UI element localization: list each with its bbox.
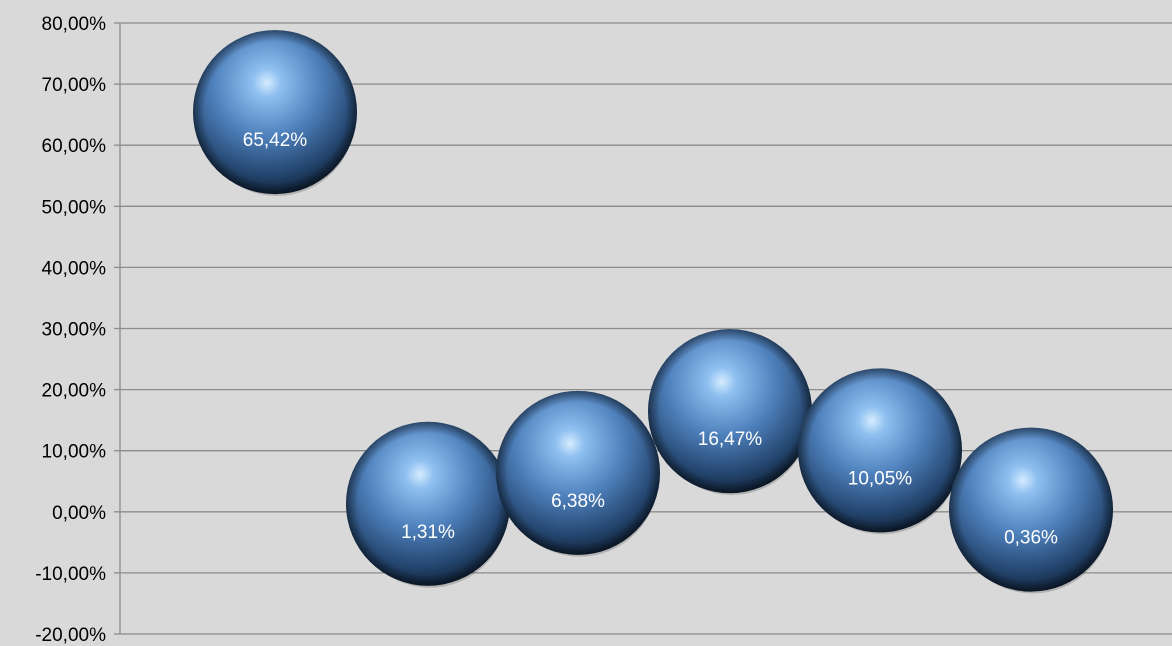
y-tick-label: 0,00%	[52, 503, 106, 524]
bubble: 0,36%	[949, 427, 1113, 594]
y-tick-label: 70,00%	[42, 75, 107, 96]
y-tick-label: 20,00%	[42, 381, 107, 402]
y-axis: -20,00% -10,00% 0,00% 10,00% 20,00% 30,00% 40,…	[35, 14, 121, 646]
bubble: 1,31%	[346, 421, 510, 588]
bubble-rim	[346, 421, 510, 586]
bubble: 16,47%	[648, 329, 812, 496]
data-label: 1,31%	[401, 522, 455, 543]
data-label: 10,05%	[848, 468, 913, 489]
data-label: 16,47%	[698, 429, 763, 450]
y-tick-label: 80,00%	[42, 14, 107, 35]
data-label: 6,38%	[551, 491, 605, 512]
y-tick-label: 30,00%	[42, 320, 107, 341]
bubble-rim	[949, 427, 1113, 592]
y-tick-label: 60,00%	[42, 136, 107, 157]
bubble-rim	[798, 368, 962, 533]
bubble-rim	[496, 390, 660, 555]
data-label: 0,36%	[1004, 528, 1058, 549]
y-tick-label: -20,00%	[35, 625, 106, 646]
bubble: 10,05%	[798, 368, 962, 535]
y-tick-label: 10,00%	[42, 442, 107, 463]
bubble: 65,42%	[193, 30, 357, 196]
y-tick-label: 40,00%	[42, 258, 107, 279]
bubble: 6,38%	[496, 390, 660, 557]
bubble-rim	[193, 30, 357, 195]
y-tick-label: -10,00%	[35, 564, 106, 585]
y-tick-label: 50,00%	[42, 197, 107, 218]
bubbles: 65,42% 1,31% 6,38% 16,47% 10,05% 0,36%	[193, 30, 1113, 594]
gridlines	[120, 22, 1172, 635]
data-label: 65,42%	[243, 130, 308, 151]
bubble-rim	[648, 329, 812, 494]
